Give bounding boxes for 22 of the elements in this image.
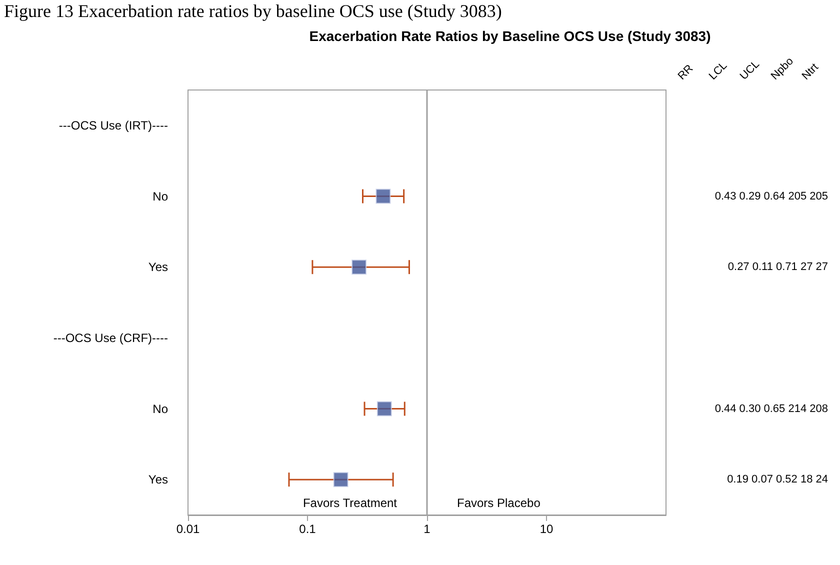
data-label: 0.27 0.11 0.71 27 27 (728, 261, 828, 274)
annotation: Favors Treatment (302, 496, 398, 510)
y-tick-label: ---OCS Use (IRT)---- (58, 118, 168, 132)
text: UCL (738, 58, 762, 82)
y-tick-label: No (152, 402, 168, 416)
y-tick-label: No (152, 189, 168, 204)
data-label: 0.43 0.29 0.64 205 205 (714, 190, 828, 202)
x-tick-label: 1 (424, 522, 431, 536)
x-tick-label: 0.01 (176, 522, 200, 536)
text: Ntrt (800, 61, 821, 82)
chart-title: Exacerbation Rate Ratios by Baseline OCS Use (Study 3083) (309, 28, 711, 44)
y-tick-label: Yes (148, 260, 168, 274)
text: LCL (706, 60, 730, 82)
y-tick-label: Yes (148, 472, 168, 487)
x-tick-label: 0.1 (299, 522, 316, 536)
text: RR (676, 62, 696, 82)
y-tick-label: ---OCS Use (CRF)---- (53, 330, 168, 345)
x-tick-label: 10 (540, 522, 554, 536)
data-label: 0.19 0.07 0.52 18 24 (727, 474, 828, 486)
caption: Figure 13 Exacerbation rate ratios by baseline OCS use (Study 3083) (4, 1, 502, 21)
annotation: Favors Placebo (457, 496, 541, 510)
data-label: 0.44 0.30 0.65 214 208 (714, 402, 828, 415)
